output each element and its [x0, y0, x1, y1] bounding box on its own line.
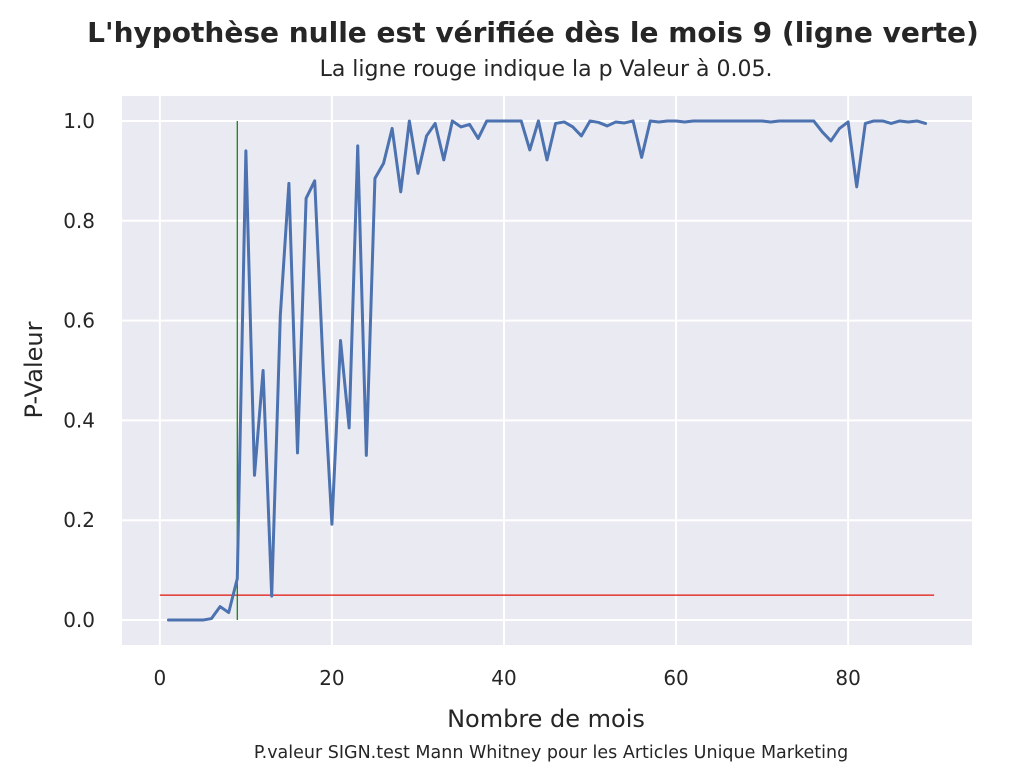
x-axis-label: Nombre de mois: [447, 705, 645, 733]
chart-caption: P.valeur SIGN.test Mann Whitney pour les…: [254, 743, 848, 763]
y-axis-label: P-Valeur: [20, 321, 48, 418]
x-tick-label: 60: [663, 666, 688, 690]
tick-labels: 0 20 40 60 80 0.0 0.2 0.4 0.6 0.8 1.0: [63, 109, 861, 690]
x-tick-label: 20: [319, 666, 344, 690]
series-layer: [166, 119, 928, 622]
y-tick-label: 0.6: [63, 309, 95, 333]
x-tick-label: 40: [491, 666, 516, 690]
y-tick-label: 0.0: [63, 608, 95, 632]
plot-area: [122, 96, 972, 645]
y-tick-label: 0.2: [63, 508, 95, 532]
y-tick-label: 0.8: [63, 209, 95, 233]
y-tick-label: 1.0: [63, 109, 95, 133]
x-tick-label: 0: [153, 666, 166, 690]
chart-title: L'hypothèse nulle est vérifiée dès le mo…: [87, 16, 979, 49]
y-tick-label: 0.4: [63, 408, 95, 432]
series-line: [166, 119, 928, 622]
x-tick-label: 80: [835, 666, 860, 690]
grid: [122, 96, 972, 645]
chart-subtitle: La ligne rouge indique la p Valeur à 0.0…: [320, 57, 773, 82]
